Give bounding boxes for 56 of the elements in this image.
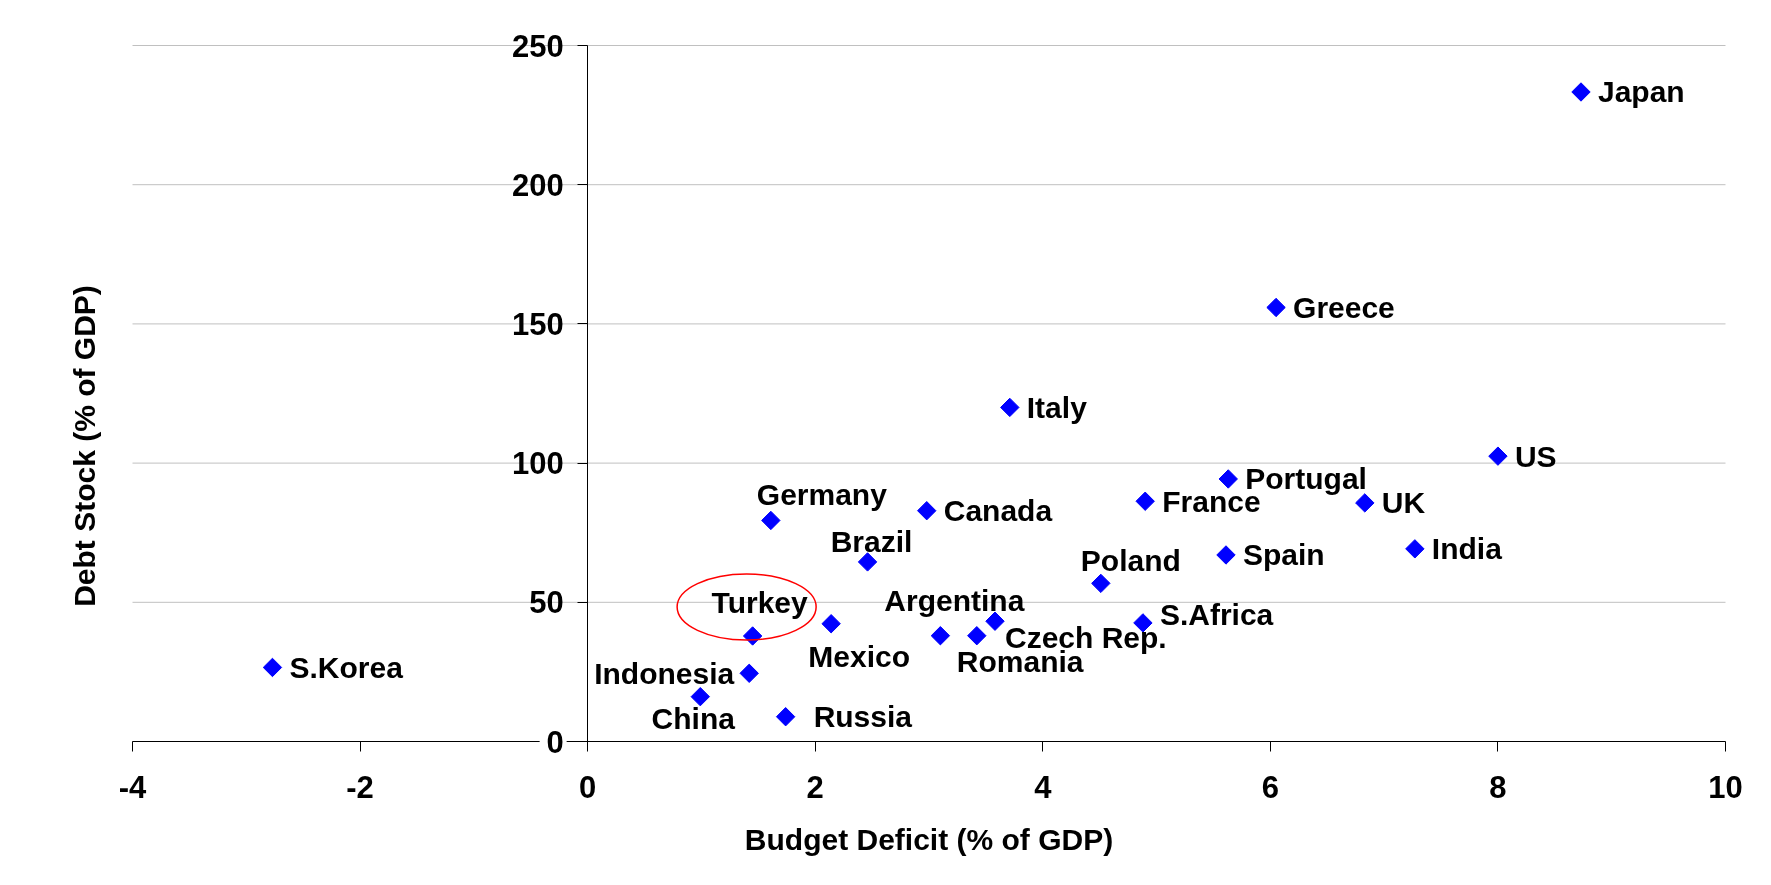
y-tick-label: 50 [529,585,564,621]
annotation: S.Korea [289,650,404,684]
y-tick-label: 200 [511,167,564,203]
annotation: Brazil [830,525,913,559]
y-axis-title: Debt Stock (% of GDP) [68,285,101,607]
point [690,686,710,707]
annotation: Mexico [808,640,911,674]
annotation: Spain [1242,538,1325,572]
annotation: Poland [1080,543,1181,577]
point [761,510,781,531]
point [262,657,283,678]
point [739,663,759,683]
annotation: Turkey [711,586,809,620]
point [857,552,878,572]
annotation: India [1431,532,1503,566]
point [1266,297,1286,318]
x-tick-label: 4 [1034,769,1053,805]
point [821,614,841,634]
annotation: Japan [1597,75,1685,109]
x-tick-label: -2 [346,769,374,805]
x-tick-label: 10 [1708,769,1743,805]
annotation: Argentina [884,584,1025,618]
y-tick-label: 150 [511,306,564,342]
x-tick-label: 8 [1489,769,1507,805]
point [1216,545,1236,565]
annotation: China [651,702,736,736]
annotation: Greece [1293,290,1395,324]
annotation: Indonesia [594,656,735,690]
point [967,626,987,646]
point [1000,397,1020,418]
x-tick-label: 6 [1261,769,1279,805]
x-tick-label: 2 [806,769,824,805]
point [1571,82,1591,102]
point [930,626,951,646]
point [742,626,763,646]
annotation: US [1514,439,1557,473]
point [1488,446,1508,466]
y-tick-label: 0 [546,724,564,760]
point [1218,469,1238,489]
annotation: Canada [943,494,1053,528]
point [1135,491,1155,511]
y-tick-label: 250 [511,28,564,64]
point [917,501,937,521]
x-axis-title: Budget Deficit (% of GDP) [744,822,1114,856]
x-tick-label: -4 [118,769,148,805]
annotation: UK [1381,486,1426,520]
x-tick-label: 0 [579,769,597,805]
annotation: Germany [756,477,888,511]
y-tick-label: 100 [511,446,564,482]
point [1405,539,1425,559]
point [1355,493,1375,513]
point [1091,573,1111,594]
annotation: Italy [1026,390,1088,424]
annotation: S.Africa [1159,598,1274,632]
annotation: Russia [813,700,913,734]
point [775,707,796,727]
